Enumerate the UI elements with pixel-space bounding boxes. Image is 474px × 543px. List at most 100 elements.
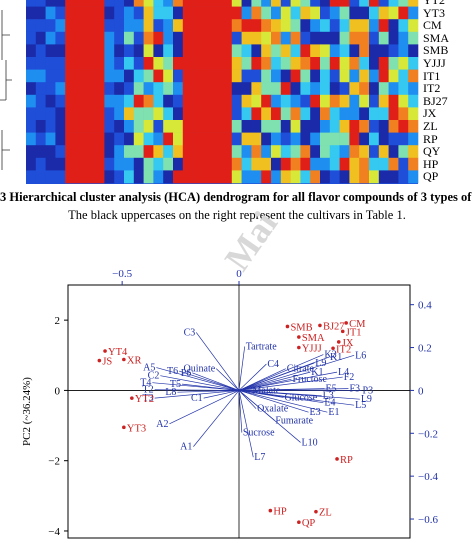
heatmap-cell	[124, 19, 135, 33]
heatmap-cell	[320, 94, 331, 108]
loading-vector	[238, 354, 324, 391]
heatmap-cell	[26, 69, 37, 83]
loading-vector	[238, 346, 246, 391]
heatmap-cell	[378, 57, 389, 70]
heatmap-cell	[251, 145, 262, 159]
heatmap-cell	[114, 82, 125, 96]
heatmap-cell	[320, 19, 331, 33]
heatmap-cell	[153, 69, 164, 83]
heatmap-cell	[35, 170, 46, 184]
right-tick-label: 0.4	[418, 300, 432, 312]
heatmap-cell	[222, 170, 233, 184]
heatmap-cell	[84, 44, 95, 58]
heatmap-cell	[280, 44, 291, 58]
heatmap-cell	[359, 19, 370, 33]
heatmap-cell	[143, 0, 154, 7]
heatmap-cell	[241, 170, 252, 184]
sample-label: YT4	[108, 347, 128, 358]
heatmap-cell	[251, 57, 262, 70]
heatmap-cell	[84, 57, 95, 70]
heatmap-cell	[133, 170, 144, 184]
heatmap-cell	[388, 6, 399, 20]
sample-label: JS	[102, 357, 112, 368]
heatmap-cell	[398, 82, 409, 96]
heatmap-cell	[65, 170, 76, 184]
heatmap-cell	[94, 170, 105, 184]
heatmap-cell	[84, 0, 95, 7]
heatmap-row-label: YT3	[423, 5, 445, 20]
heatmap-cell	[359, 132, 370, 146]
heatmap-cell	[271, 145, 282, 159]
heatmap-cell	[290, 0, 301, 7]
heatmap-cell	[300, 19, 311, 33]
heatmap-cell	[339, 145, 350, 159]
heatmap-cell	[192, 57, 203, 70]
heatmap-cell	[378, 107, 389, 121]
variable-label: C1	[191, 393, 203, 404]
heatmap-cell	[251, 107, 262, 121]
heatmap-cell	[408, 6, 419, 20]
heatmap-cell	[192, 82, 203, 96]
heatmap-cell	[153, 120, 164, 133]
loading-vector	[181, 383, 240, 391]
heatmap-row-label: QP	[423, 169, 439, 184]
heatmap-cell	[339, 94, 350, 108]
heatmap-cell	[290, 157, 301, 171]
heatmap-cell	[212, 19, 223, 33]
heatmap-cell	[251, 82, 262, 96]
variable-label: Citrate	[287, 364, 315, 375]
heatmap-cell	[280, 0, 291, 7]
heatmap-cell	[84, 82, 95, 96]
heatmap-cell	[261, 44, 272, 58]
variable-label: K3	[324, 350, 336, 361]
heatmap-cell	[65, 94, 76, 108]
heatmap-cell	[222, 44, 233, 58]
heatmap-row-label: BJ27	[423, 93, 448, 108]
heatmap-cell	[84, 120, 95, 133]
heatmap-row-label: YT2	[423, 0, 445, 7]
heatmap-cell	[75, 170, 86, 184]
heatmap-cell	[94, 157, 105, 171]
heatmap-cell	[153, 82, 164, 96]
heatmap-cell	[173, 44, 184, 58]
loading-vector	[203, 390, 240, 399]
heatmap-cell	[104, 69, 115, 83]
heatmap-cell	[173, 157, 184, 171]
heatmap-cell	[369, 82, 380, 96]
heatmap-cell	[320, 44, 331, 58]
heatmap-cell	[192, 145, 203, 159]
heatmap-cell	[241, 120, 252, 133]
heatmap-cell	[339, 120, 350, 133]
heatmap-cell	[192, 157, 203, 171]
variable-label: T5	[170, 379, 181, 390]
heatmap-cell	[133, 120, 144, 133]
heatmap-cell	[290, 107, 301, 121]
heatmap-cell	[202, 69, 213, 83]
heatmap-cell	[359, 6, 370, 20]
heatmap-cell	[202, 157, 213, 171]
heatmap-cell	[182, 69, 193, 83]
heatmap-cell	[349, 120, 360, 133]
heatmap-cell	[231, 132, 242, 146]
heatmap-cell	[202, 19, 213, 33]
heatmap-cell	[388, 0, 399, 7]
variable-label: C4	[267, 359, 279, 370]
heatmap-cell	[65, 107, 76, 121]
heatmap-cell	[222, 82, 233, 96]
heatmap-cell	[329, 132, 340, 146]
heatmap-cell	[359, 31, 370, 45]
heatmap-cell	[359, 157, 370, 171]
heatmap-cell	[222, 31, 233, 45]
heatmap-cell	[398, 170, 409, 184]
heatmap-cell	[222, 94, 233, 108]
heatmap-cell	[114, 57, 125, 70]
heatmap-cell	[104, 57, 115, 70]
heatmap-cell	[271, 44, 282, 58]
heatmap-cell	[212, 69, 223, 83]
heatmap-cell	[55, 170, 66, 184]
heatmap-cell	[222, 120, 233, 133]
heatmap-cell	[65, 0, 76, 7]
heatmap-cell	[45, 0, 56, 7]
sample-label: JT1	[346, 327, 362, 338]
heatmap-cell	[280, 31, 291, 45]
